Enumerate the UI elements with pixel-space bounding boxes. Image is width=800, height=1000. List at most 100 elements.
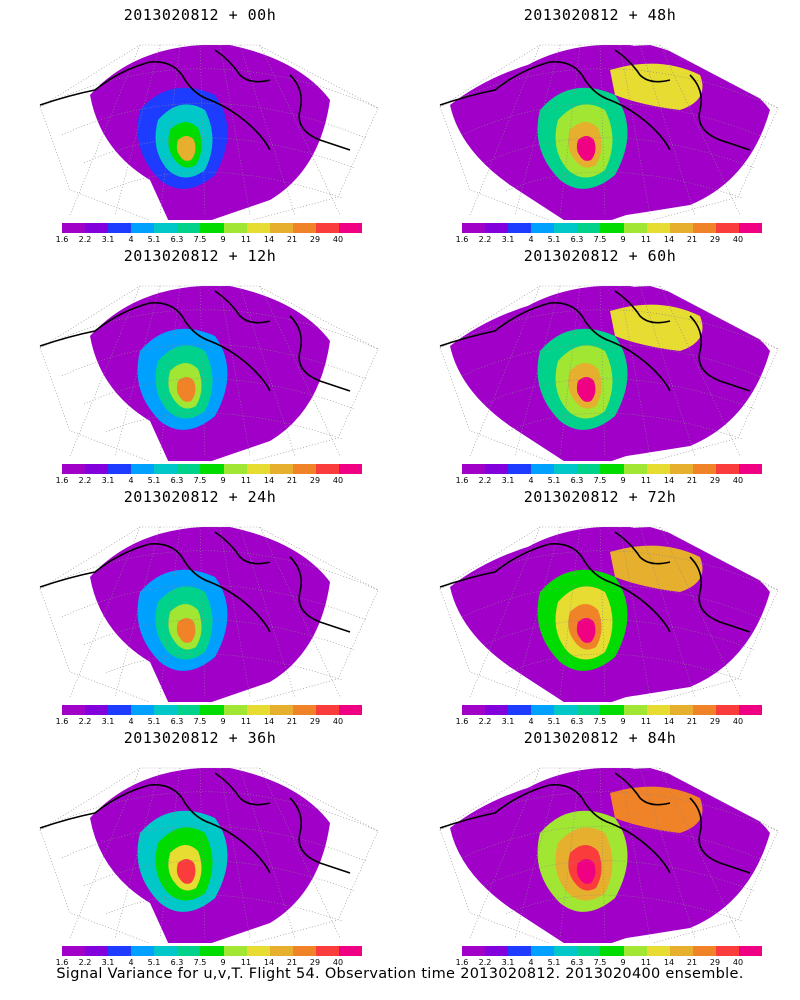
field-region: [610, 545, 703, 592]
colorbar-swatch: [692, 464, 716, 474]
colorbar-swatch: [223, 946, 247, 956]
colorbar-tick-label: 2.2: [78, 717, 92, 726]
colorbar-tick-label: 1.6: [55, 717, 69, 726]
colorbar-tick-label: 2.2: [478, 958, 492, 967]
colorbar-ticks: 1.6 2.2 3.1 4 5.1 6.3 7.5 9 11 14 21 29 40: [452, 958, 772, 968]
colorbar-tick-label: 6.3: [170, 958, 184, 967]
colorbar-tick-label: 14: [663, 235, 675, 244]
colorbar-swatch: [246, 223, 270, 233]
colorbar-swatch: [85, 705, 109, 715]
colorbar-tick-label: 6.3: [170, 476, 184, 485]
colorbar: [462, 464, 763, 474]
colorbar-tick-label: 14: [663, 476, 675, 485]
colorbar-tick-label: 5.1: [147, 958, 161, 967]
colorbar-swatch: [62, 223, 86, 233]
colorbar-swatch: [292, 705, 316, 715]
colorbar-tick-label: 11: [240, 717, 252, 726]
colorbar-tick-label: 9: [220, 958, 226, 967]
colorbar-tick-label: 21: [286, 476, 298, 485]
colorbar-swatch: [315, 464, 339, 474]
colorbar-ticks: 1.6 2.2 3.1 4 5.1 6.3 7.5 9 11 14 21 29 40: [52, 235, 372, 245]
colorbar-tick-label: 40: [332, 476, 344, 485]
panel-title: 2013020812 + 84h: [523, 729, 677, 747]
colorbar-swatch: [738, 946, 763, 956]
colorbar-swatch: [623, 946, 647, 956]
colorbar-swatch: [200, 464, 224, 474]
colorbar-tick-label: 40: [732, 476, 744, 485]
colorbar-tick-label: 29: [309, 717, 321, 726]
colorbar-swatch: [692, 223, 716, 233]
figure-caption: Signal Variance for u,v,T. Flight 54. Ob…: [56, 966, 744, 982]
colorbar-tick-label: 2.2: [478, 235, 492, 244]
colorbar-swatch: [669, 223, 693, 233]
colorbar-swatch: [462, 705, 486, 715]
colorbar-swatch: [738, 464, 763, 474]
field-region: [176, 136, 196, 161]
variance-map: [39, 44, 379, 220]
colorbar-tick-label: 5.1: [547, 476, 561, 485]
field-region: [610, 304, 703, 351]
colorbar-tick-label: 9: [220, 235, 226, 244]
colorbar-tick-label: 9: [620, 476, 626, 485]
colorbar-swatch: [131, 705, 155, 715]
colorbar-tick-label: 7.5: [193, 235, 207, 244]
colorbar-tick-label: 21: [686, 958, 698, 967]
field-region: [610, 63, 703, 110]
colorbar-tick-label: 4: [528, 476, 534, 485]
map-panel: 2013020812 + 72h 1.6 2.2 3.1 4 5.1 6.3 7.5 9 11 14…: [400, 482, 800, 726]
coastline: [439, 531, 751, 633]
colorbar-tick-label: 5.1: [547, 717, 561, 726]
colorbar-swatch: [315, 705, 339, 715]
graticule: [439, 526, 779, 698]
colorbar-swatch: [62, 705, 86, 715]
colorbar-tick-label: 21: [286, 958, 298, 967]
colorbar-swatch: [177, 464, 201, 474]
colorbar-tick-label: 21: [686, 476, 698, 485]
colorbar-tick-label: 1.6: [455, 235, 469, 244]
map-panel: 2013020812 + 24h 1.6 2.2 3.1 4 5.1 6.3 7.5 9 11 14…: [0, 482, 400, 726]
colorbar-tick-label: 6.3: [570, 235, 584, 244]
colorbar-tick-label: 9: [220, 717, 226, 726]
colorbar-tick-label: 6.3: [170, 717, 184, 726]
colorbar-swatch: [108, 223, 132, 233]
colorbar-swatch: [315, 223, 339, 233]
colorbar-swatch: [646, 705, 670, 715]
colorbar-tick-label: 7.5: [193, 717, 207, 726]
colorbar-ticks: 1.6 2.2 3.1 4 5.1 6.3 7.5 9 11 14 21 29 40: [452, 476, 772, 486]
colorbar-tick-label: 4: [528, 958, 534, 967]
colorbar-swatch: [485, 946, 509, 956]
colorbar-swatch: [269, 946, 293, 956]
panel-title: 2013020812 + 24h: [123, 488, 277, 506]
colorbar-swatch: [85, 223, 109, 233]
colorbar-swatch: [338, 464, 363, 474]
colorbar-swatch: [485, 464, 509, 474]
variance-map: [439, 767, 779, 943]
colorbar-swatch: [108, 946, 132, 956]
colorbar-tick-label: 4: [528, 235, 534, 244]
variance-map: [439, 526, 779, 702]
colorbar-tick-label: 3.1: [501, 476, 515, 485]
colorbar-tick-label: 5.1: [547, 235, 561, 244]
colorbar-swatch: [669, 705, 693, 715]
panel-title: 2013020812 + 72h: [523, 488, 677, 506]
colorbar-swatch: [177, 705, 201, 715]
colorbar: [462, 946, 763, 956]
colorbar-tick-label: 7.5: [593, 958, 607, 967]
coastline: [39, 531, 351, 633]
colorbar-tick-label: 4: [128, 717, 134, 726]
field-region: [610, 786, 703, 833]
colorbar-tick-label: 14: [663, 958, 675, 967]
colorbar-tick-label: 5.1: [147, 717, 161, 726]
colorbar-tick-label: 2.2: [78, 958, 92, 967]
colorbar-swatch: [623, 223, 647, 233]
colorbar-tick-label: 1.6: [455, 958, 469, 967]
colorbar-swatch: [462, 946, 486, 956]
variance-map: [39, 767, 379, 943]
colorbar-tick-label: 5.1: [147, 235, 161, 244]
colorbar-tick-label: 7.5: [193, 958, 207, 967]
colorbar-swatch: [600, 705, 624, 715]
colorbar-swatch: [462, 464, 486, 474]
colorbar-swatch: [338, 223, 363, 233]
colorbar-tick-label: 40: [332, 235, 344, 244]
field-region: [176, 859, 196, 884]
